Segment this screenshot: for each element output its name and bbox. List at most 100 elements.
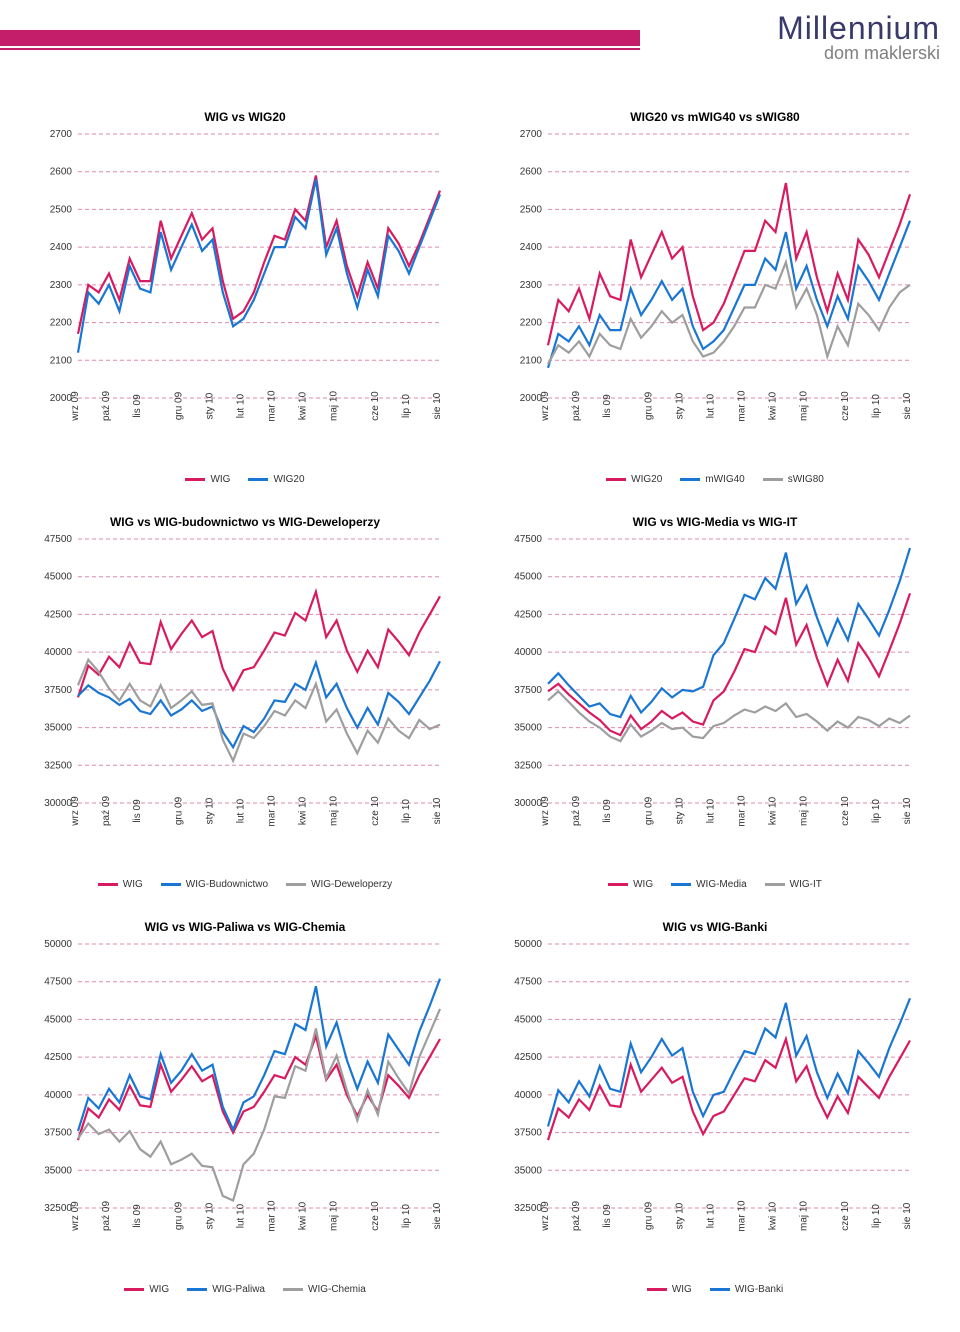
legend-swatch — [608, 883, 628, 886]
svg-text:paź 09: paź 09 — [101, 391, 112, 421]
chart-legend: WIG WIG-Paliwa WIG-Chemia — [30, 1284, 460, 1295]
svg-text:32500: 32500 — [44, 760, 72, 771]
svg-text:45000: 45000 — [44, 572, 72, 583]
svg-text:lip 10: lip 10 — [871, 394, 882, 418]
svg-text:35000: 35000 — [514, 1165, 542, 1176]
legend-item: sWIG80 — [763, 474, 824, 485]
svg-text:32500: 32500 — [44, 1203, 72, 1214]
svg-text:lis 09: lis 09 — [602, 394, 613, 418]
legend-swatch — [647, 1288, 667, 1291]
svg-text:lis 09: lis 09 — [132, 799, 143, 823]
svg-text:cze 10: cze 10 — [840, 1201, 851, 1231]
svg-text:sty 10: sty 10 — [674, 1202, 685, 1229]
legend-label: WIG — [672, 1284, 692, 1295]
legend-label: WIG-Banki — [735, 1284, 783, 1295]
svg-text:50000: 50000 — [44, 939, 72, 950]
svg-text:lut 10: lut 10 — [235, 798, 246, 823]
svg-text:45000: 45000 — [514, 1014, 542, 1025]
legend-item: WIG-Paliwa — [187, 1284, 265, 1295]
svg-text:2500: 2500 — [50, 204, 73, 215]
svg-text:47500: 47500 — [514, 534, 542, 545]
svg-text:2700: 2700 — [50, 129, 73, 140]
svg-text:47500: 47500 — [44, 534, 72, 545]
chart-3: WIG vs WIG-Media vs WIG-IT30000325003500… — [500, 515, 930, 890]
svg-text:lut 10: lut 10 — [705, 1203, 716, 1228]
svg-text:2100: 2100 — [50, 355, 73, 366]
legend-item: WIG20 — [606, 474, 662, 485]
svg-text:wrz 09: wrz 09 — [540, 391, 551, 422]
legend-item: WIG — [185, 474, 230, 485]
svg-text:lut 10: lut 10 — [235, 393, 246, 418]
svg-text:45000: 45000 — [514, 572, 542, 583]
legend-swatch — [283, 1288, 303, 1291]
legend-swatch — [187, 1288, 207, 1291]
legend-label: WIG-Chemia — [308, 1284, 366, 1295]
svg-text:2600: 2600 — [50, 167, 73, 178]
svg-text:wrz 09: wrz 09 — [70, 1201, 81, 1232]
svg-text:gru 09: gru 09 — [643, 1201, 654, 1230]
svg-text:37500: 37500 — [514, 685, 542, 696]
chart-svg: 20002100220023002400250026002700wrz 09pa… — [30, 128, 450, 468]
chart-title: WIG20 vs mWIG40 vs sWIG80 — [500, 110, 930, 124]
svg-text:mar 10: mar 10 — [267, 795, 278, 827]
legend-label: WIG-Media — [696, 879, 747, 890]
svg-text:lut 10: lut 10 — [705, 798, 716, 823]
legend-label: sWIG80 — [788, 474, 824, 485]
svg-text:kwi 10: kwi 10 — [768, 1201, 779, 1230]
svg-text:mar 10: mar 10 — [737, 1200, 748, 1232]
svg-text:gru 09: gru 09 — [173, 796, 184, 825]
svg-text:2300: 2300 — [520, 280, 543, 291]
chart-title: WIG vs WIG-Paliwa vs WIG-Chemia — [30, 920, 460, 934]
svg-text:maj 10: maj 10 — [799, 796, 810, 826]
legend-item: WIG-Chemia — [283, 1284, 366, 1295]
svg-text:37500: 37500 — [44, 685, 72, 696]
svg-text:lut 10: lut 10 — [235, 1203, 246, 1228]
legend-label: WIG — [149, 1284, 169, 1295]
chart-svg: 20002100220023002400250026002700wrz 09pa… — [500, 128, 920, 468]
svg-text:maj 10: maj 10 — [329, 391, 340, 421]
svg-text:2300: 2300 — [50, 280, 73, 291]
svg-text:2400: 2400 — [520, 242, 543, 253]
svg-text:32500: 32500 — [514, 760, 542, 771]
svg-text:maj 10: maj 10 — [799, 1201, 810, 1231]
legend-label: WIG20 — [273, 474, 304, 485]
svg-text:gru 09: gru 09 — [643, 796, 654, 825]
legend-swatch — [98, 883, 118, 886]
svg-text:gru 09: gru 09 — [173, 391, 184, 420]
svg-text:42500: 42500 — [514, 1052, 542, 1063]
svg-text:sie 10: sie 10 — [432, 1202, 443, 1229]
svg-text:35000: 35000 — [514, 723, 542, 734]
chart-2: WIG vs WIG-budownictwo vs WIG-Deweloperz… — [30, 515, 460, 890]
svg-text:2100: 2100 — [520, 355, 543, 366]
svg-text:lip 10: lip 10 — [401, 394, 412, 418]
svg-text:cze 10: cze 10 — [840, 391, 851, 421]
svg-text:mar 10: mar 10 — [737, 390, 748, 422]
svg-text:47500: 47500 — [514, 977, 542, 988]
brand-logo: Millennium dom maklerski — [777, 10, 940, 64]
legend-swatch — [710, 1288, 730, 1291]
legend-label: WIG-Deweloperzy — [311, 879, 392, 890]
legend-item: WIG-Banki — [710, 1284, 783, 1295]
chart-0: WIG vs WIG202000210022002300240025002600… — [30, 110, 460, 485]
svg-text:lip 10: lip 10 — [401, 1204, 412, 1228]
chart-legend: WIGWIG-MediaWIG-IT — [500, 879, 930, 890]
header-bar — [0, 30, 640, 46]
chart-title: WIG vs WIG-Banki — [500, 920, 930, 934]
legend-label: WIG-Paliwa — [212, 1284, 265, 1295]
legend-swatch — [680, 478, 700, 481]
svg-text:2200: 2200 — [50, 318, 73, 329]
chart-5: WIG vs WIG-Banki325003500037500400004250… — [500, 920, 930, 1295]
svg-text:2500: 2500 — [520, 204, 543, 215]
svg-text:maj 10: maj 10 — [799, 391, 810, 421]
legend-swatch — [671, 883, 691, 886]
legend-swatch — [248, 478, 268, 481]
svg-text:2400: 2400 — [50, 242, 73, 253]
svg-text:50000: 50000 — [514, 939, 542, 950]
svg-text:40000: 40000 — [514, 1090, 542, 1101]
legend-swatch — [185, 478, 205, 481]
header: Millennium dom maklerski — [0, 0, 960, 90]
svg-text:cze 10: cze 10 — [370, 391, 381, 421]
legend-item: WIG20 — [248, 474, 304, 485]
svg-text:sie 10: sie 10 — [902, 797, 913, 824]
svg-text:kwi 10: kwi 10 — [298, 1201, 309, 1230]
